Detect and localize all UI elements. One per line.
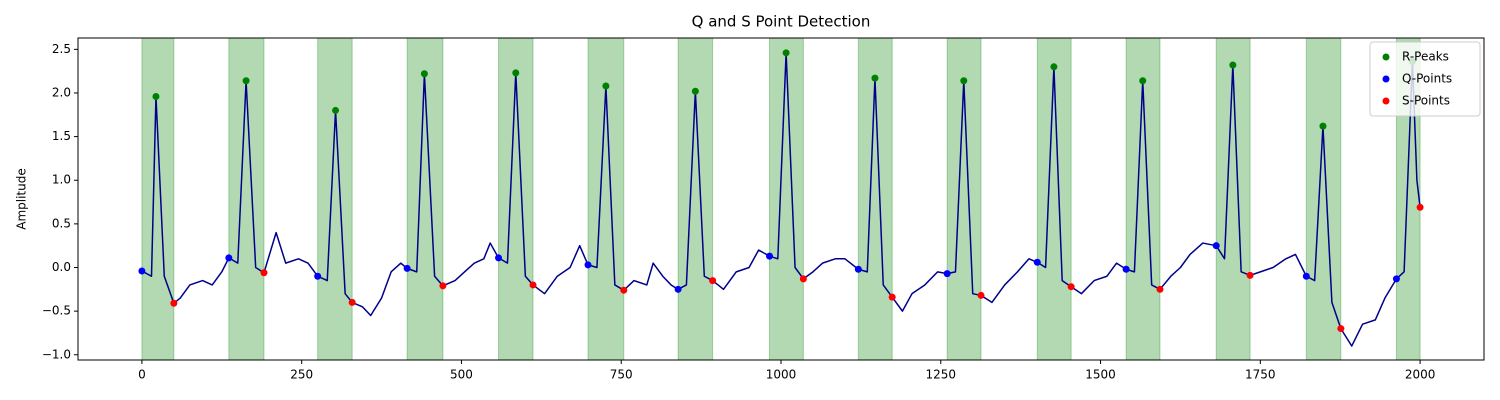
point: [765, 252, 773, 260]
x-tick-label: 2000: [1405, 368, 1436, 382]
point: [242, 77, 250, 85]
chart-title: Q and S Point Detection: [692, 13, 871, 31]
x-tick-label: 1500: [1085, 368, 1116, 382]
point: [225, 254, 233, 262]
shaded-region: [141, 37, 175, 361]
y-tick-label: −0.5: [42, 304, 71, 318]
point: [977, 291, 985, 299]
point: [420, 70, 428, 78]
point: [1033, 258, 1041, 266]
point: [620, 286, 628, 294]
point: [1416, 203, 1424, 211]
point: [1156, 285, 1164, 293]
x-tick-label: 250: [290, 368, 313, 382]
point: [403, 264, 411, 272]
shaded-region: [768, 37, 804, 361]
point: [1212, 242, 1220, 250]
point: [782, 49, 790, 57]
legend-marker: [1382, 97, 1390, 105]
shaded-region: [677, 37, 714, 361]
point: [691, 87, 699, 95]
point: [260, 269, 268, 277]
point: [799, 275, 807, 283]
point: [512, 69, 520, 77]
point: [1302, 272, 1310, 280]
y-tick-label: 0.0: [52, 260, 71, 274]
point: [1337, 325, 1345, 333]
y-tick-label: 2.5: [52, 42, 71, 56]
legend-label: R-Peaks: [1402, 50, 1449, 64]
x-tick-label: 1750: [1245, 368, 1276, 382]
x-tick-label: 750: [610, 368, 633, 382]
y-tick-label: 1.5: [52, 129, 71, 143]
point: [1229, 61, 1237, 69]
point: [1246, 271, 1254, 279]
x-tick-label: 500: [450, 368, 473, 382]
shaded-region: [317, 37, 353, 361]
point: [943, 270, 951, 278]
point: [602, 82, 610, 90]
point: [674, 285, 682, 293]
x-tick-label: 1000: [766, 368, 797, 382]
point: [495, 254, 503, 262]
x-tick-label: 0: [138, 368, 146, 382]
legend-box: [1369, 41, 1481, 117]
point: [332, 106, 340, 114]
legend-marker: [1382, 75, 1390, 83]
point: [1050, 63, 1058, 71]
point: [871, 74, 879, 82]
point: [138, 267, 146, 275]
point: [348, 298, 356, 306]
point: [960, 77, 968, 85]
point: [1319, 122, 1327, 130]
point: [529, 281, 537, 289]
plot-area: 0 250 500 750 1000 1250 1500 1750 2000 −1.0 −0.5 0.…: [42, 37, 1485, 382]
signal-line: [141, 52, 1421, 347]
legend-marker: [1382, 53, 1390, 61]
point: [888, 293, 896, 301]
point: [584, 261, 592, 269]
point: [170, 299, 178, 307]
point: [314, 272, 322, 280]
point: [854, 265, 862, 273]
point: [1392, 275, 1400, 283]
y-tick-label: 2.0: [52, 85, 71, 99]
point: [709, 277, 717, 285]
y-tick-label: −1.0: [42, 347, 71, 361]
point: [1067, 283, 1075, 291]
x-tick-label: 1250: [925, 368, 956, 382]
y-axis-label: Amplitude: [15, 168, 29, 230]
legend-label: S-Points: [1402, 94, 1450, 108]
y-tick-label: 1.0: [52, 173, 71, 187]
point: [1122, 265, 1130, 273]
point: [1139, 77, 1147, 85]
legend-label: Q-Points: [1402, 72, 1452, 86]
point: [439, 282, 447, 290]
point: [152, 92, 160, 100]
y-tick-label: 0.5: [52, 216, 71, 230]
